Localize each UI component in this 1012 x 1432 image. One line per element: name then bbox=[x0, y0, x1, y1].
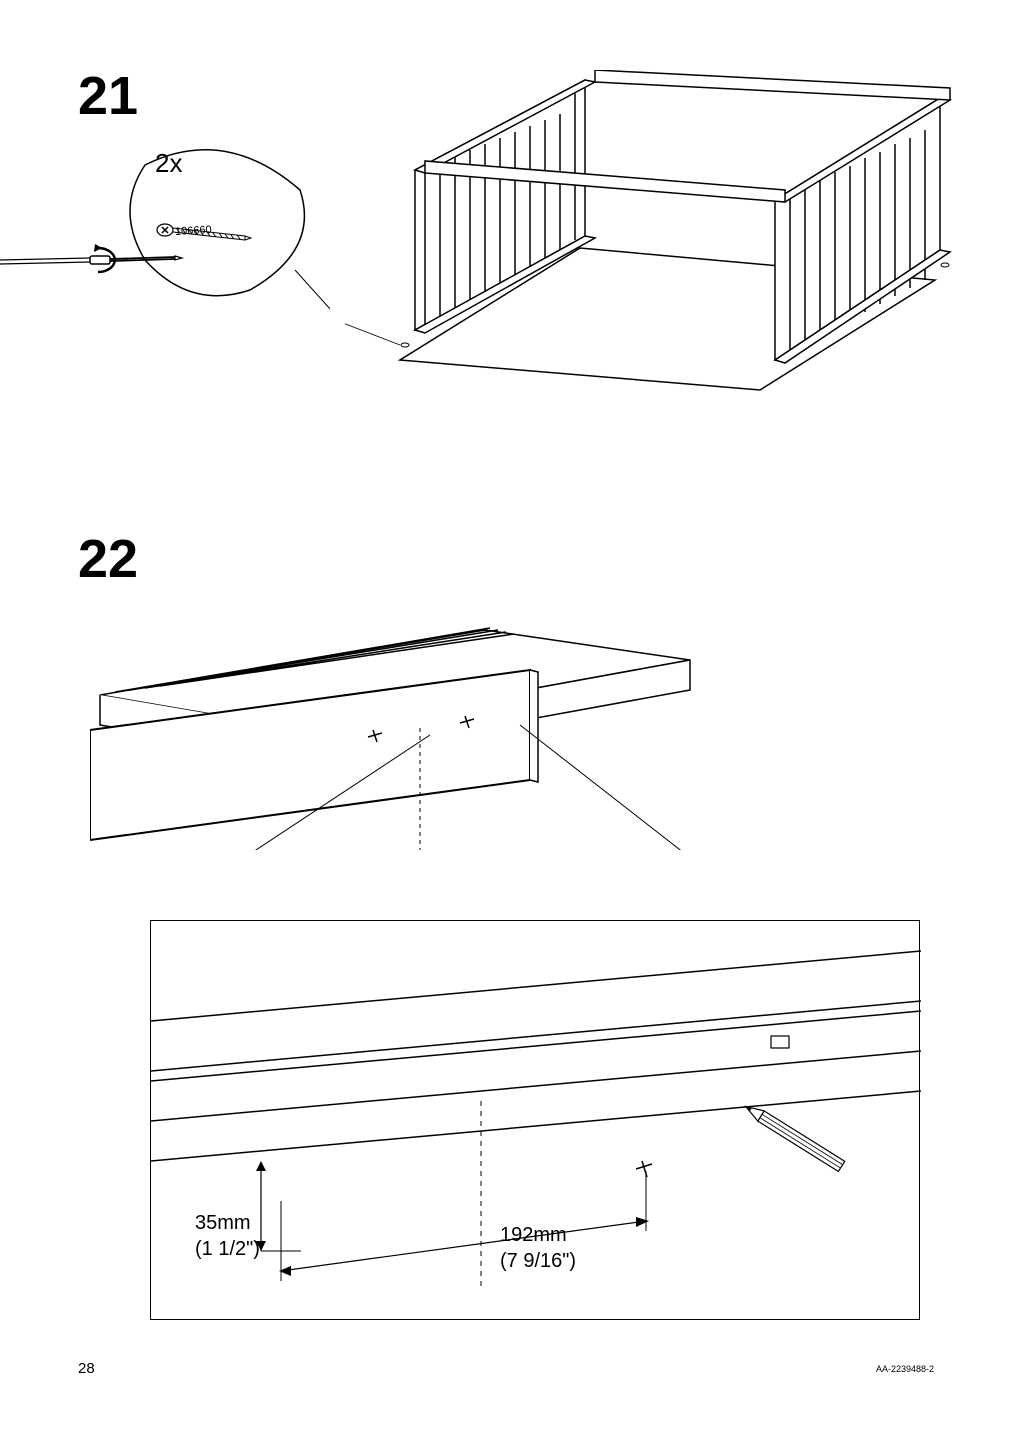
assembly-diagram-21 bbox=[345, 70, 955, 400]
measurement-192mm: 192mm (7 9/16") bbox=[500, 1222, 576, 1274]
screwdriver-icon bbox=[0, 240, 210, 280]
document-id: AA-2239488-2 bbox=[876, 1364, 934, 1374]
page-number: 28 bbox=[78, 1360, 95, 1377]
part-number-label: 106660 bbox=[175, 224, 212, 238]
assembly-diagram-22 bbox=[90, 580, 730, 850]
step-number-21: 21 bbox=[78, 65, 138, 127]
meas-192-mm: 192mm bbox=[500, 1224, 567, 1246]
meas-35-in: (1 1/2") bbox=[195, 1238, 260, 1260]
meas-192-in: (7 9/16") bbox=[500, 1250, 576, 1272]
meas-35-mm: 35mm bbox=[195, 1212, 251, 1234]
measurement-35mm: 35mm (1 1/2") bbox=[195, 1210, 260, 1262]
hardware-callout-icon bbox=[120, 140, 330, 310]
quantity-label: 2x bbox=[155, 148, 182, 179]
